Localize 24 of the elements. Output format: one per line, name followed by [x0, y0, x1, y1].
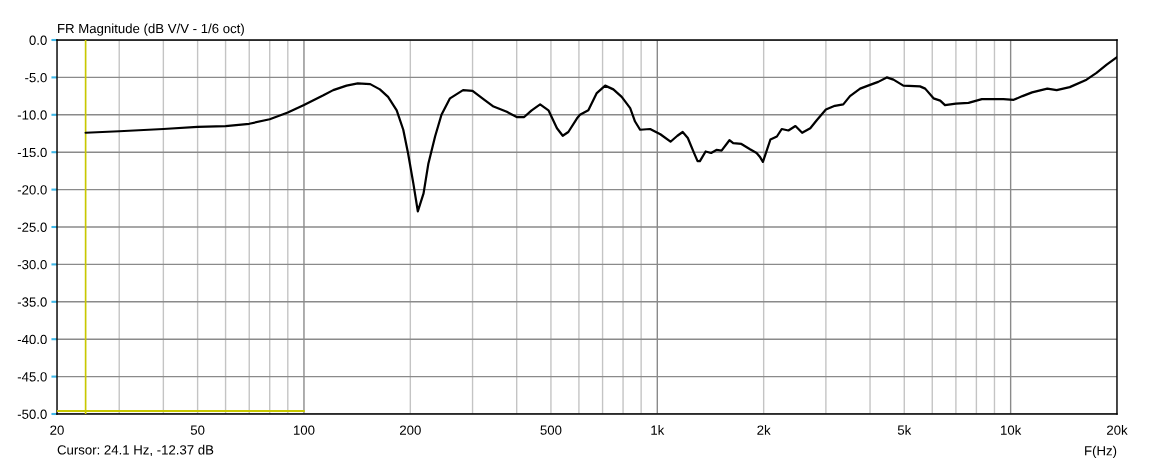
y-tick-label: -35.0	[17, 297, 47, 307]
chart-title: FR Magnitude (dB V/V - 1/6 oct)	[58, 23, 244, 36]
x-tick-label: 100	[293, 425, 315, 435]
y-tick-label: -25.0	[17, 222, 47, 232]
x-tick-label: 20k	[1107, 425, 1128, 435]
y-tick-label: -50.0	[17, 409, 47, 419]
y-tick-label: -45.0	[17, 372, 47, 382]
y-tick-label: -10.0	[17, 110, 47, 120]
y-tick-label: -40.0	[17, 334, 47, 345]
x-tick-label: 10k	[1001, 425, 1022, 435]
y-tick-label: -20.0	[17, 185, 47, 195]
y-tick-label: -15.0	[17, 147, 47, 158]
y-tick-label: 0.0	[29, 35, 47, 45]
y-tick-label: -5.0	[25, 72, 47, 83]
x-tick-label: 2k	[757, 425, 771, 435]
x-tick-label: 20	[50, 425, 64, 435]
x-axis-title: F(Hz)	[1085, 445, 1117, 459]
y-tick-label: -30.0	[17, 259, 47, 270]
x-tick-label: 5k	[897, 425, 912, 435]
x-tick-label: 200	[399, 425, 421, 435]
x-tick-label: 500	[540, 425, 562, 435]
x-tick-label: 50	[190, 425, 205, 435]
text: Cursor: 24.1 Hz, -12.37 dB	[57, 444, 214, 457]
x-tick-label: 1k	[651, 425, 665, 435]
